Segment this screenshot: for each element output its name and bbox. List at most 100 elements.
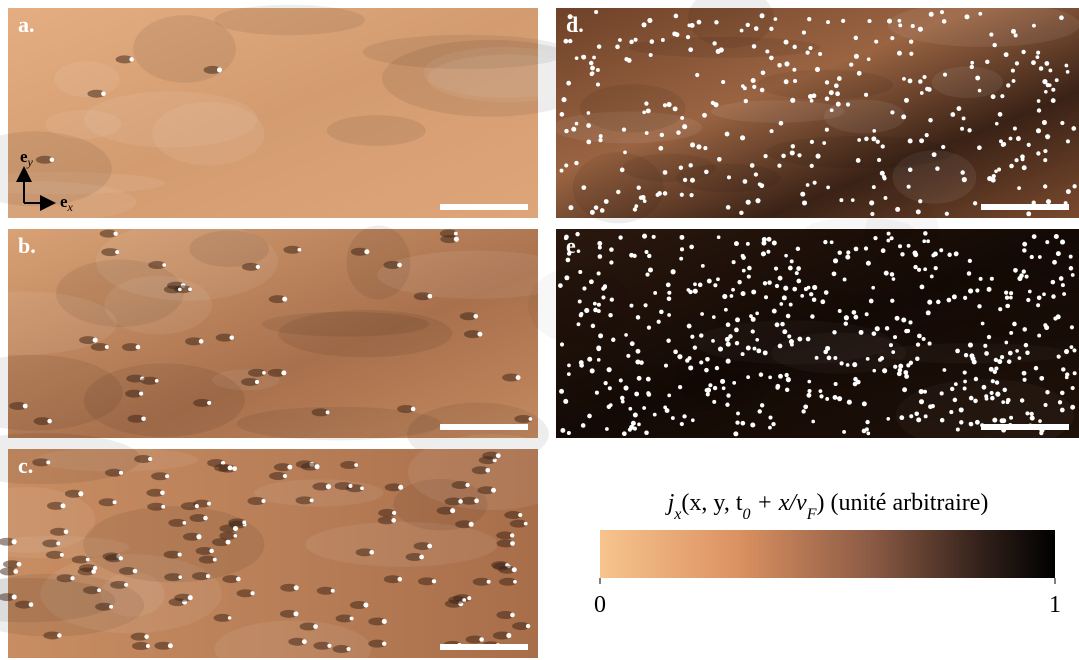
particle	[473, 313, 479, 319]
particle	[814, 66, 821, 73]
shadow	[219, 524, 238, 533]
particle	[852, 362, 858, 368]
texture	[0, 172, 165, 195]
particle	[599, 208, 605, 213]
particle	[182, 521, 187, 525]
particle	[1055, 251, 1061, 257]
particle	[712, 385, 718, 391]
shadow	[182, 532, 201, 541]
particle	[596, 271, 601, 276]
particle	[829, 108, 834, 113]
particle	[822, 141, 827, 145]
particle	[708, 383, 713, 388]
particle	[760, 70, 766, 76]
particle	[771, 308, 777, 314]
particle	[369, 550, 375, 555]
particle	[963, 295, 968, 300]
particle	[916, 417, 922, 423]
particle	[1021, 165, 1027, 171]
particle	[1060, 239, 1066, 245]
particle	[679, 247, 685, 252]
particle	[820, 299, 826, 305]
particle	[113, 231, 118, 236]
particle	[935, 166, 940, 171]
particle	[1042, 79, 1048, 85]
particle	[907, 138, 913, 144]
particle	[676, 130, 681, 135]
shadow	[465, 635, 484, 644]
particle	[871, 285, 875, 290]
particle	[1053, 233, 1059, 240]
particle	[904, 374, 910, 379]
particle	[734, 341, 740, 346]
particle	[626, 353, 631, 358]
particle	[825, 345, 831, 351]
particle	[1017, 356, 1022, 360]
particle	[953, 251, 959, 257]
particle	[705, 356, 710, 362]
particle	[642, 199, 647, 203]
particle	[603, 199, 609, 204]
particle	[138, 391, 144, 396]
particle	[576, 322, 581, 327]
shadow	[101, 248, 120, 257]
particle	[866, 57, 871, 62]
particle	[771, 240, 777, 246]
particle	[1057, 400, 1063, 405]
shadow	[64, 489, 83, 498]
texture	[0, 131, 112, 207]
particle	[91, 569, 96, 574]
texture	[214, 4, 365, 36]
panel-label: a.	[18, 12, 35, 37]
particle	[621, 431, 627, 437]
texture	[823, 99, 906, 134]
particle	[1006, 359, 1012, 364]
particle	[1031, 234, 1037, 239]
particle	[787, 334, 792, 339]
particle	[255, 264, 260, 269]
particle	[941, 19, 947, 24]
particle	[154, 378, 159, 383]
shadow	[273, 463, 292, 472]
particle	[941, 144, 946, 150]
particle	[903, 370, 909, 375]
shadow	[219, 531, 238, 540]
shadow	[147, 502, 166, 511]
particle	[645, 376, 651, 382]
particle	[958, 407, 964, 413]
scale-bar	[981, 424, 1069, 430]
particle	[926, 87, 932, 92]
particle	[800, 191, 806, 197]
particle	[801, 409, 806, 414]
particle	[1061, 367, 1066, 372]
particle	[705, 387, 712, 393]
particle	[858, 329, 864, 335]
particle	[354, 463, 359, 467]
particle	[652, 412, 657, 417]
shadow	[180, 502, 199, 511]
particle	[523, 521, 528, 526]
particle	[363, 602, 369, 608]
particle	[665, 282, 671, 288]
particle	[720, 378, 726, 384]
particle	[883, 195, 888, 200]
particle	[789, 259, 794, 264]
shadow	[368, 639, 387, 648]
particle	[330, 588, 335, 593]
particle	[118, 470, 124, 475]
particle	[886, 417, 891, 421]
particle	[663, 363, 668, 368]
particle	[966, 271, 972, 276]
shadow	[397, 404, 416, 413]
particle	[1072, 348, 1077, 353]
particle	[659, 309, 664, 315]
particle	[679, 192, 684, 197]
particle	[1011, 79, 1016, 83]
shadow	[127, 414, 146, 423]
particle	[629, 252, 634, 258]
particle	[762, 350, 768, 356]
particle	[623, 150, 627, 155]
particle	[751, 44, 757, 49]
particle	[777, 63, 782, 68]
